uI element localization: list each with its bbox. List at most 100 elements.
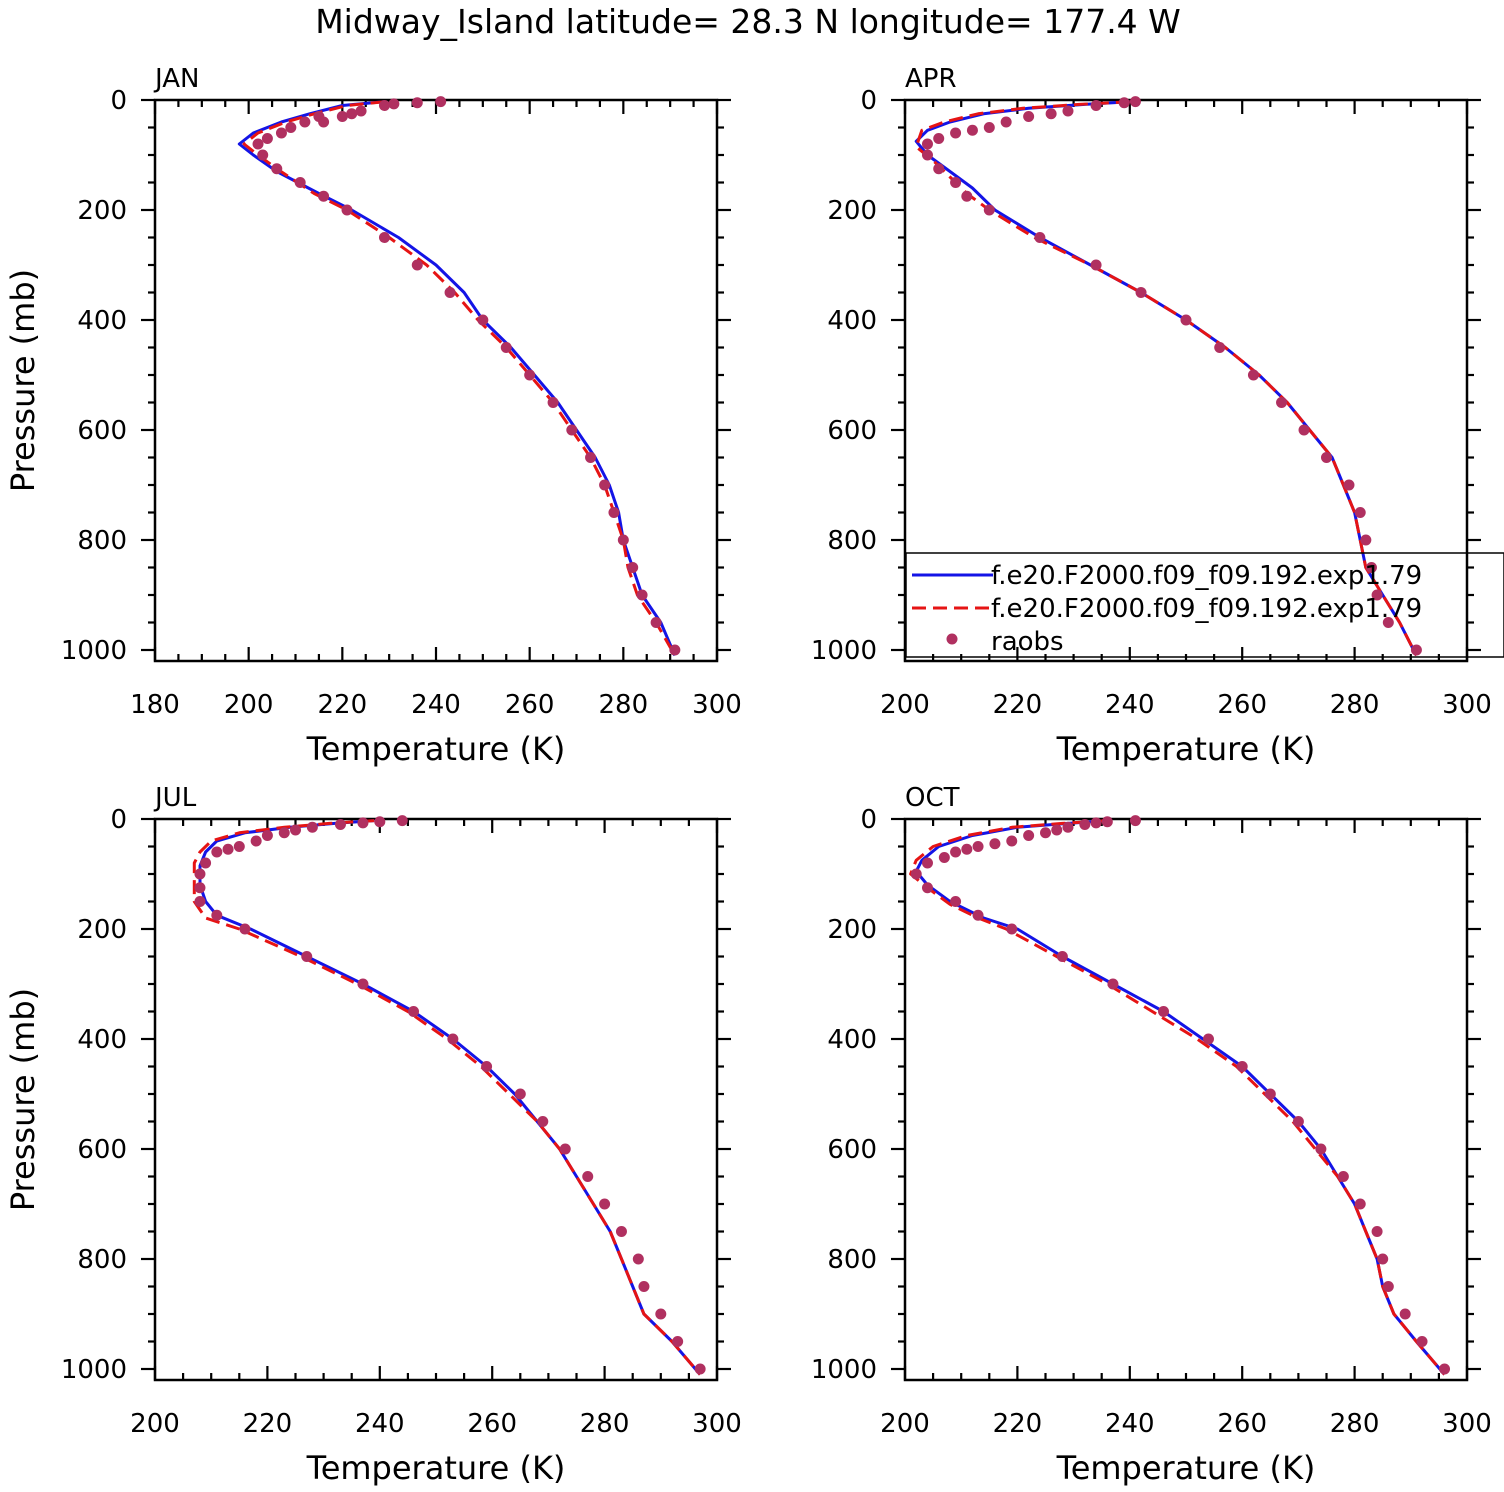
x-tick-label: 180 bbox=[130, 690, 180, 720]
y-tick-label: 400 bbox=[77, 306, 127, 336]
raobs-point bbox=[636, 589, 648, 601]
raobs-point bbox=[200, 857, 212, 869]
raobs-point bbox=[194, 882, 206, 894]
raobs-point bbox=[972, 909, 984, 921]
raobs-point bbox=[444, 287, 456, 298]
x-tick-label: 260 bbox=[1217, 1409, 1267, 1439]
raobs-point bbox=[341, 204, 353, 216]
raobs-point bbox=[290, 824, 301, 836]
panel-label: APR bbox=[905, 64, 957, 94]
raobs-point bbox=[278, 827, 290, 839]
raobs-point bbox=[313, 111, 325, 122]
raobs-point bbox=[950, 177, 962, 188]
y-axis-label: Pressure (mb) bbox=[4, 269, 42, 492]
plot-frame bbox=[153, 817, 719, 1382]
raobs-point bbox=[608, 507, 620, 518]
x-axis-label: Temperature (K) bbox=[306, 730, 566, 768]
raobs-point bbox=[1264, 1088, 1276, 1100]
raobs-point bbox=[447, 1033, 459, 1045]
y-tick-label: 1000 bbox=[61, 1355, 127, 1385]
raobs-point bbox=[306, 821, 318, 833]
raobs-point bbox=[252, 138, 264, 150]
x-tick-label: 240 bbox=[411, 690, 461, 720]
raobs-point bbox=[1090, 259, 1102, 271]
raobs-point bbox=[211, 909, 223, 921]
raobs-point bbox=[1023, 830, 1035, 841]
raobs-point bbox=[1214, 342, 1226, 353]
y-tick-label: 600 bbox=[827, 1135, 877, 1165]
panel-jul: JUL 200 220 240 260 280 300 0 200 400 600 800 1000 Te… bbox=[4, 783, 742, 1487]
raobs-point bbox=[1382, 1281, 1394, 1292]
raobs-point bbox=[632, 1253, 644, 1265]
panel-label: JAN bbox=[153, 64, 199, 94]
raobs-point bbox=[1247, 369, 1259, 381]
raobs-point bbox=[239, 923, 251, 935]
x-tick-label: 220 bbox=[318, 690, 368, 720]
raobs-point bbox=[599, 479, 611, 491]
raobs-point bbox=[950, 896, 962, 907]
raobs-point bbox=[1343, 479, 1355, 491]
plot-frame bbox=[153, 98, 719, 663]
raobs-point bbox=[233, 841, 245, 852]
y-tick-label: 800 bbox=[77, 1245, 127, 1275]
x-tick-label: 280 bbox=[1330, 690, 1380, 720]
raobs-point bbox=[983, 204, 995, 216]
raobs-point bbox=[1354, 507, 1366, 518]
raobs-point bbox=[933, 133, 945, 144]
x-tick-label: 200 bbox=[130, 1409, 180, 1439]
panel-oct: OCT 200 220 240 260 280 300 0 200 400 600 800 1000 Te… bbox=[811, 783, 1492, 1487]
raobs-point bbox=[672, 1336, 684, 1347]
series-line-dashed bbox=[192, 819, 702, 1376]
raobs-point bbox=[1006, 923, 1018, 935]
y-tick-label: 600 bbox=[827, 416, 877, 446]
x-tick-label: 220 bbox=[993, 690, 1043, 720]
raobs-point bbox=[1276, 397, 1288, 408]
raobs-point bbox=[1371, 589, 1383, 601]
raobs-point bbox=[271, 163, 283, 175]
raobs-point bbox=[1315, 1143, 1327, 1155]
raobs-point bbox=[514, 1088, 526, 1100]
raobs-point bbox=[1377, 1253, 1389, 1265]
raobs-point bbox=[655, 1308, 667, 1320]
raobs-point bbox=[336, 111, 348, 122]
raobs-point bbox=[261, 133, 273, 144]
y-tick-label: 200 bbox=[77, 915, 127, 945]
legend-label: raobs bbox=[991, 627, 1064, 657]
raobs-point bbox=[921, 138, 933, 150]
raobs-point bbox=[921, 149, 933, 161]
raobs-point bbox=[694, 1363, 706, 1375]
raobs-point bbox=[1062, 105, 1074, 117]
raobs-point bbox=[1118, 97, 1130, 109]
raobs-point bbox=[1062, 821, 1074, 833]
raobs-point bbox=[299, 116, 311, 128]
raobs-point bbox=[547, 397, 559, 408]
raobs-point bbox=[1129, 96, 1141, 108]
y-tick-label: 0 bbox=[860, 805, 877, 835]
raobs-point bbox=[222, 843, 234, 855]
panel-label: JUL bbox=[153, 783, 197, 813]
raobs-point bbox=[1298, 424, 1310, 436]
raobs-point bbox=[334, 819, 346, 830]
y-tick-label: 0 bbox=[860, 86, 877, 116]
raobs-point bbox=[1236, 1061, 1248, 1072]
raobs-point bbox=[435, 96, 447, 108]
raobs-point bbox=[378, 232, 390, 243]
x-tick-label: 260 bbox=[1217, 690, 1267, 720]
raobs-point bbox=[1337, 1171, 1349, 1182]
x-tick-label: 220 bbox=[243, 1409, 293, 1439]
raobs-point bbox=[617, 534, 629, 546]
panel-apr: APR 200 220 240 260 280 300 0 200 400 600 800 1000 Te… bbox=[811, 64, 1492, 768]
raobs-point bbox=[638, 1281, 650, 1292]
raobs-point bbox=[357, 817, 369, 829]
y-axis-label: Pressure (mb) bbox=[4, 988, 42, 1211]
raobs-point bbox=[537, 1116, 549, 1127]
raobs-point bbox=[582, 1171, 594, 1182]
y-tick-label: 200 bbox=[827, 915, 877, 945]
raobs-point bbox=[1129, 815, 1141, 827]
raobs-point bbox=[1321, 452, 1332, 463]
raobs-point bbox=[1040, 827, 1051, 839]
y-tick-label: 1000 bbox=[811, 636, 877, 666]
raobs-point bbox=[477, 314, 489, 326]
raobs-point bbox=[1410, 644, 1422, 656]
